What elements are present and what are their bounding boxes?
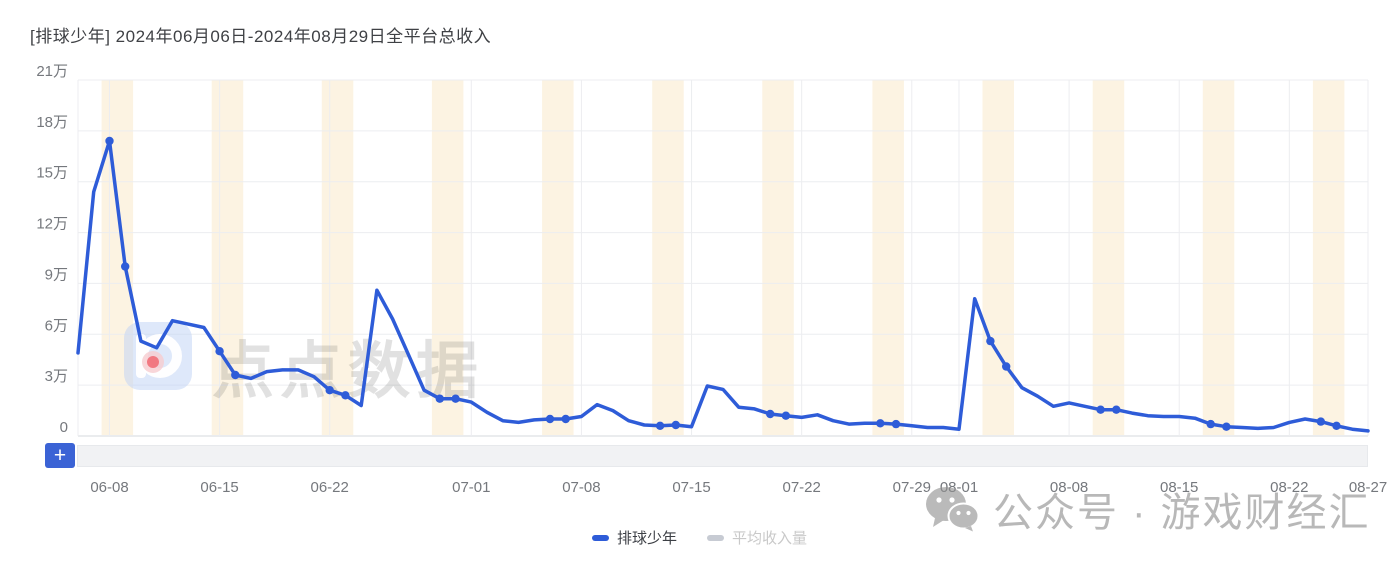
svg-text:07-08: 07-08	[562, 479, 600, 496]
legend-chip-active	[591, 534, 609, 541]
svg-text:07-15: 07-15	[672, 479, 710, 496]
svg-text:08-15: 08-15	[1160, 479, 1198, 496]
svg-text:9万: 9万	[45, 266, 68, 283]
svg-text:07-29: 07-29	[893, 479, 931, 496]
brand-watermark-text: 公众号 · 游戏财经汇	[993, 491, 1371, 535]
chart-title: [排球少年] 2024年06月06日-2024年08月29日全平台总收入	[30, 27, 492, 46]
y-axis-labels: 21万 18万 15万 12万 9万 6万 3万 0	[36, 63, 68, 436]
weekend-bands	[101, 80, 1345, 435]
svg-text:21万: 21万	[36, 63, 68, 80]
svg-text:08-27: 08-27	[1349, 479, 1387, 496]
svg-text:07-01: 07-01	[452, 479, 490, 496]
legend: 排球少年 平均收入量	[0, 527, 1399, 548]
legend-label-series: 排球少年	[616, 530, 677, 547]
legend-chip-inactive	[707, 534, 724, 541]
svg-text:06-08: 06-08	[90, 479, 128, 496]
legend-item-series[interactable]: 排球少年	[591, 527, 677, 548]
gridlines	[77, 79, 1369, 437]
svg-text:08-08: 08-08	[1050, 479, 1088, 496]
svg-text:18万: 18万	[36, 114, 68, 131]
wechat-icon	[926, 487, 979, 532]
zoom-in-button[interactable]: +	[45, 443, 75, 468]
plus-icon: +	[53, 444, 67, 467]
zoom-brush-strip[interactable]	[77, 445, 1368, 467]
legend-label-average: 平均收入量	[732, 530, 808, 547]
revenue-line	[76, 139, 1370, 433]
x-axis-labels: 06-08 06-15 06-22 07-01 07-08 07-15 07-22 07-29…	[90, 479, 1387, 496]
svg-text:07-22: 07-22	[783, 479, 821, 496]
data-point-markers	[105, 136, 1341, 431]
svg-text:12万: 12万	[36, 216, 68, 233]
svg-text:15万: 15万	[36, 165, 68, 182]
svg-text:6万: 6万	[45, 317, 68, 334]
svg-text:06-22: 06-22	[311, 479, 349, 496]
svg-text:3万: 3万	[45, 368, 68, 385]
svg-text:0: 0	[60, 419, 68, 436]
svg-text:06-15: 06-15	[200, 479, 238, 496]
svg-text:08-22: 08-22	[1270, 479, 1308, 496]
brand-watermark: 公众号 · 游戏财经汇	[925, 480, 1371, 538]
legend-item-average[interactable]: 平均收入量	[707, 527, 807, 548]
